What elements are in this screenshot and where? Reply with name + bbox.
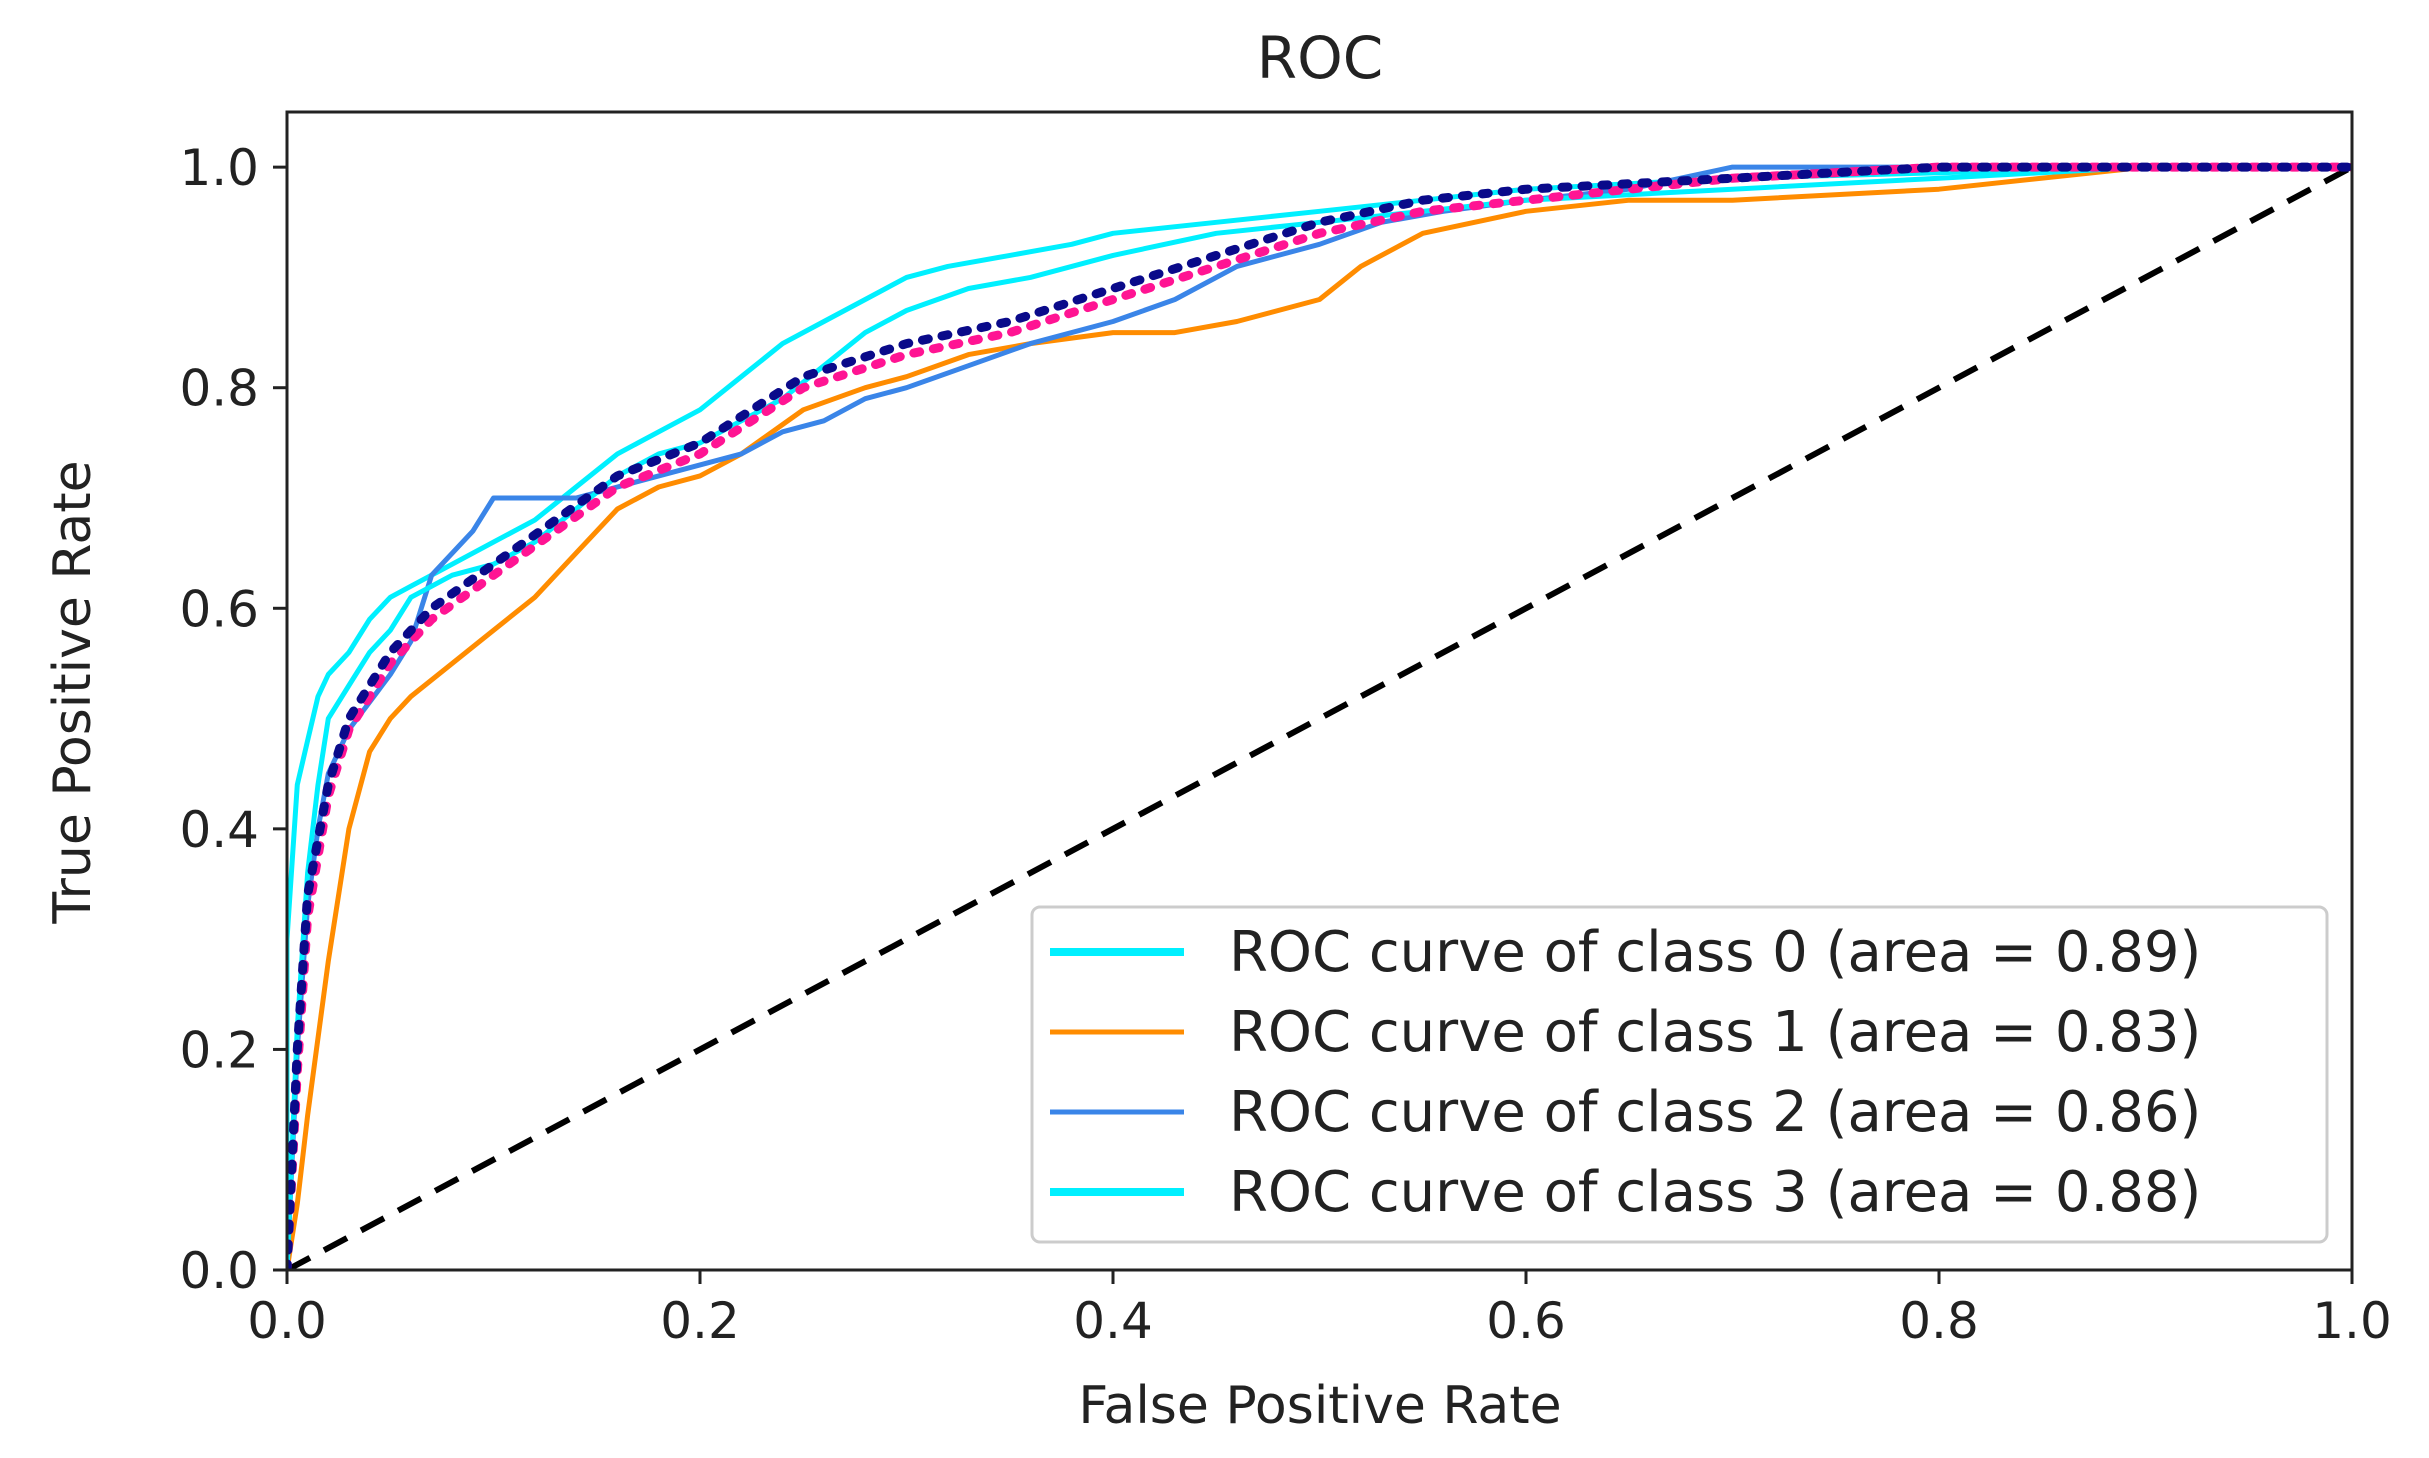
series-line-roc-curve-of-class-1-area-0-83 [287,164,2352,1270]
legend-label: ROC curve of class 2 (area = 0.86) [1229,1080,2201,1145]
y-tick-label: 0.8 [179,360,259,418]
y-tick-label: 1.0 [179,139,259,197]
chart-title: ROC [1257,24,1383,92]
y-tick-label: 0.0 [179,1242,259,1300]
x-tick-label: 0.0 [247,1292,327,1350]
series-layer [287,162,2352,1270]
legend-label: ROC curve of class 3 (area = 0.88) [1229,1160,2201,1225]
x-tick-label: 0.4 [1073,1292,1153,1350]
legend: ROC curve of class 0 (area = 0.89) ROC cu… [1030,905,2329,1244]
y-tick-label: 0.6 [179,580,259,638]
ticks-layer: 0.0 0.2 0.4 0.6 0.8 1.0 0.0 0.2 0.4 0.6 0.8 1.0 [179,139,2391,1350]
series-line-chance [287,164,2352,1270]
y-tick-label: 0.4 [179,801,259,859]
y-tick-label: 0.2 [179,1021,259,1079]
x-tick-label: 1.0 [2312,1292,2392,1350]
x-tick-label: 0.2 [660,1292,740,1350]
legend-box [1030,905,2329,1244]
x-tick-label: 0.8 [1899,1292,1979,1350]
x-axis-label: False Positive Rate [1078,1376,1561,1436]
series-line-roc-curve-of-class-0-area-0-89 [287,164,2352,1270]
plot-frame [285,110,2354,1272]
x-tick-label: 0.6 [1486,1292,1566,1350]
y-axis-label: True Positive Rate [43,460,103,924]
legend-label: ROC curve of class 0 (area = 0.89) [1229,920,2201,985]
legend-label: ROC curve of class 1 (area = 0.83) [1229,1000,2201,1065]
